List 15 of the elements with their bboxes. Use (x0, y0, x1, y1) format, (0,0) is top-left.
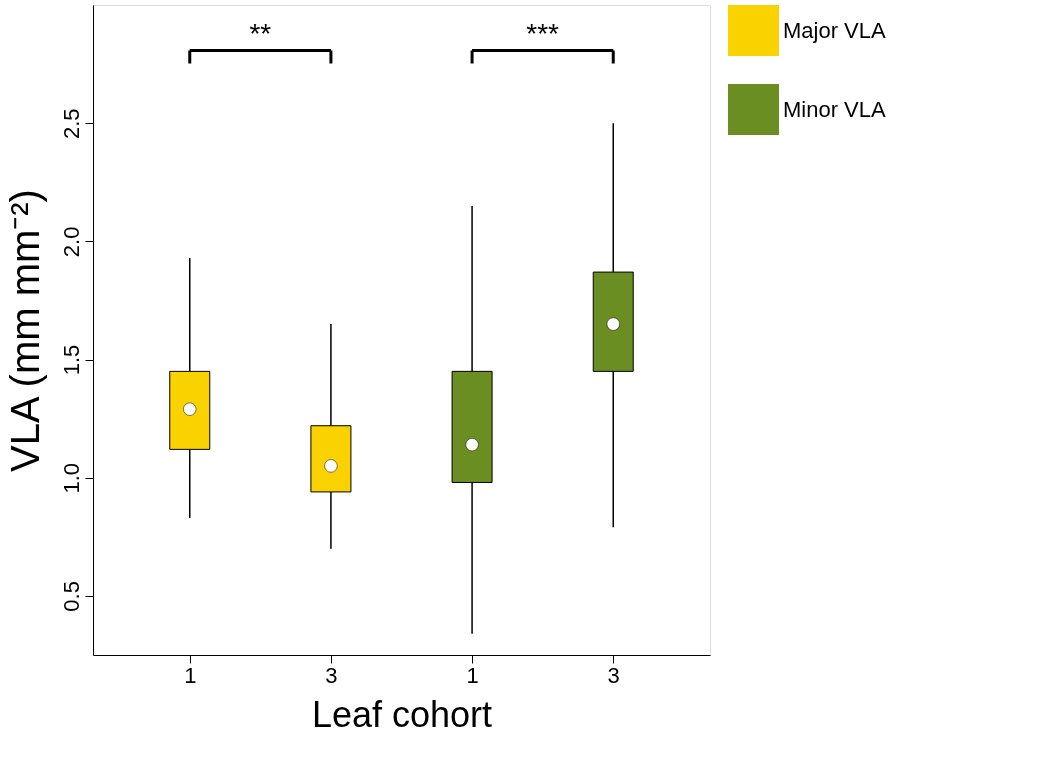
annotation: *** (526, 17, 560, 49)
y-axis-title: VLA (mm mm⁻²) (2, 189, 47, 472)
y-tick-label: 1.0 (58, 462, 84, 494)
legend-label: Major VLA (783, 17, 887, 43)
x-tick-label: 3 (607, 662, 620, 688)
x-tick-label: 1 (466, 662, 479, 688)
x-tick-label: 1 (184, 662, 197, 688)
y-tick-label: 0.5 (58, 581, 84, 612)
y-tick-label: 1.5 (58, 344, 84, 376)
x-tick-label: 3 (325, 662, 338, 688)
x-axis-title: Leaf cohort (311, 693, 493, 735)
y-tick-label: 2.5 (58, 108, 84, 139)
y-tick-label: 2.0 (58, 226, 84, 258)
legend-label: Minor VLA (783, 96, 887, 122)
annotation: ** (249, 17, 272, 49)
